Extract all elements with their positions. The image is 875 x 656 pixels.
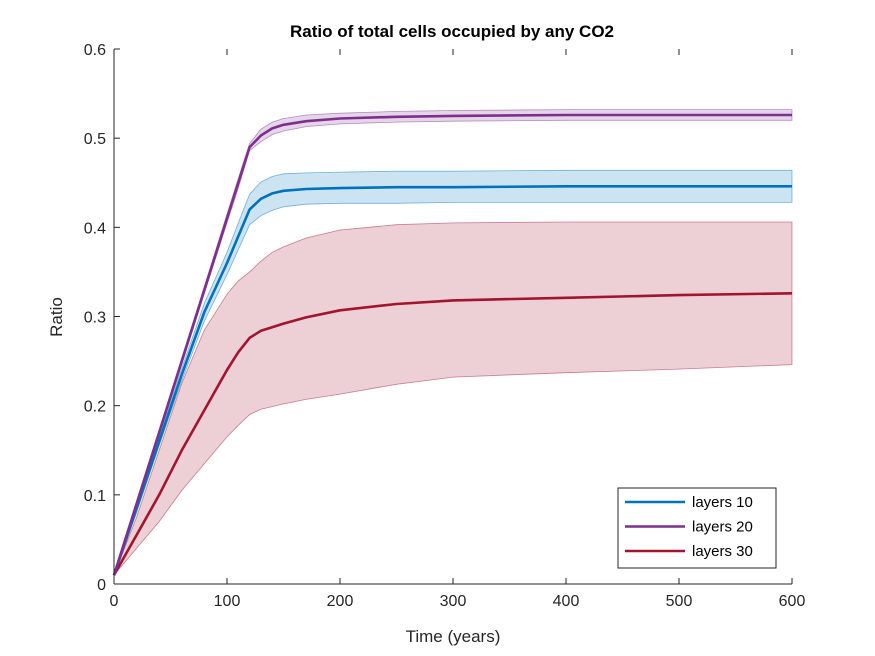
x-tick-label: 400 (553, 593, 580, 610)
series-lines (112, 113, 793, 576)
y-tick-label: 0.5 (84, 131, 106, 148)
legend: layers 10 layers 20 layers 30 (617, 487, 777, 569)
y-tick-label: 0 (97, 577, 106, 594)
x-tick-label: 600 (779, 593, 806, 610)
y-axis-label: Ratio (47, 297, 66, 337)
line-series-2 (112, 113, 792, 576)
x-tick-label: 0 (110, 593, 119, 610)
x-axis-label: Time (years) (406, 627, 501, 646)
line-series-3 (112, 292, 793, 576)
legend-label-3: layers 30 (692, 543, 753, 560)
legend-label-1: layers 10 (692, 494, 753, 511)
x-tick-label: 200 (327, 593, 354, 610)
y-tick-label: 0.3 (84, 310, 106, 327)
chart-title: Ratio of total cells occupied by any CO2 (290, 22, 614, 41)
legend-label-2: layers 20 (692, 519, 753, 536)
y-tick-label: 0.4 (84, 220, 106, 237)
y-tick-label: 0.1 (84, 488, 106, 505)
line-series-1 (112, 185, 792, 576)
y-tick-label: 0.6 (84, 42, 106, 59)
y-ticks: 0 0.1 0.2 0.3 0.4 0.5 0.6 (84, 42, 120, 594)
x-tick-label: 500 (666, 593, 693, 610)
x-ticks: 0 100 200 300 400 500 600 (110, 49, 806, 610)
x-tick-label: 300 (440, 593, 467, 610)
x-tick-label: 100 (214, 593, 241, 610)
y-tick-label: 0.2 (84, 399, 106, 416)
